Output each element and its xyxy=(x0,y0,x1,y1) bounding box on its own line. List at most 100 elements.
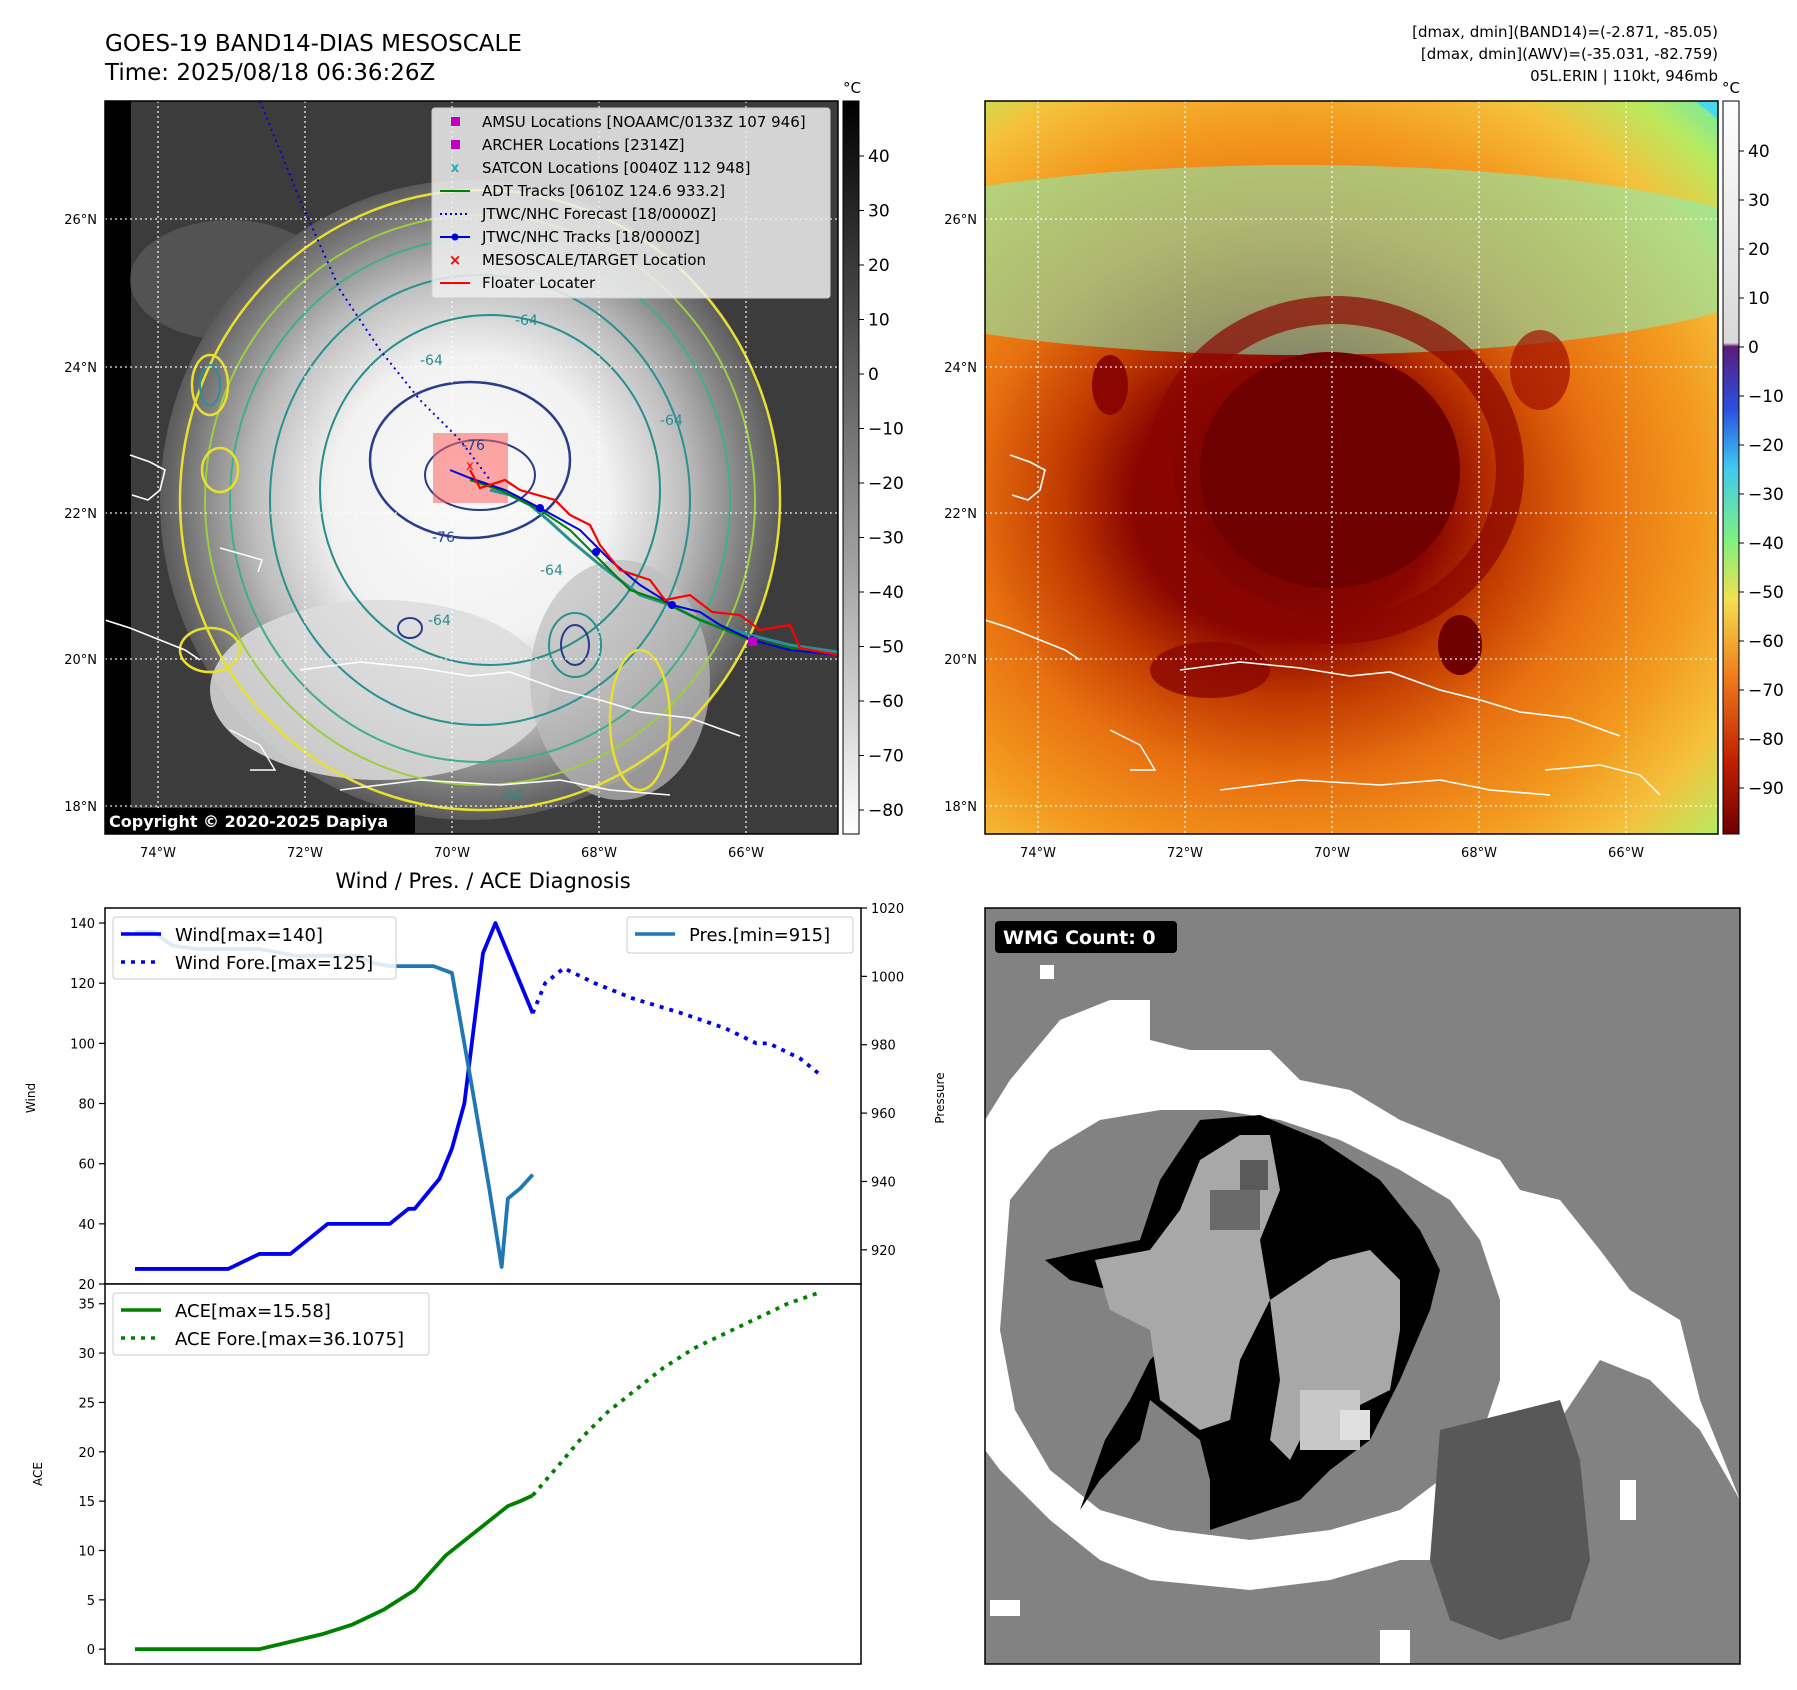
colorbar-tick-label: 40 xyxy=(1748,142,1770,162)
contour-label: -64 xyxy=(420,353,443,369)
legend-ace: ACE[max=15.58] xyxy=(175,1301,331,1322)
figure-title: GOES-19 BAND14-DIAS MESOSCALE xyxy=(105,31,522,57)
colorbar-tick-label: −40 xyxy=(1748,534,1784,554)
legend-pressure: Pres.[min=915] xyxy=(689,925,830,946)
ir-colorbar: °C 40 30 20 10 0 −10 −20 −30 −40 −50 −60 −70 −80 xyxy=(842,79,904,835)
wv-colorbar: °C 40 30 20 10 0 −10 −20 −30 −40 −50 −60 −70 −80 −90 xyxy=(1722,79,1784,835)
lat-tick: 20°N xyxy=(64,653,97,668)
legend-mesoscale: MESOSCALE/TARGET Location xyxy=(482,251,706,269)
diagnosis-title: Wind / Pres. / ACE Diagnosis xyxy=(335,869,630,893)
ace-chart: 0 5 10 15 20 25 30 35 ACE ACE[max=15.58] ACE Fo… xyxy=(31,1283,862,1665)
lat-tick: 24°N xyxy=(64,361,97,376)
contour-label: -64 xyxy=(515,313,538,329)
lat-tick: 18°N xyxy=(64,800,97,815)
wv-imagery xyxy=(985,101,1718,834)
legend-jtwc-forecast: JTWC/NHC Forecast [18/0000Z] xyxy=(481,205,716,223)
colorbar-tick-label: 40 xyxy=(868,147,890,167)
colorbar-tick-label: −30 xyxy=(1748,485,1784,505)
series-line-wind xyxy=(135,921,535,1271)
colorbar-tick-label: −50 xyxy=(868,638,904,658)
ace-legend: ACE[max=15.58] ACE Fore.[max=36.1075] xyxy=(112,1292,430,1356)
lon-tick: 70°W xyxy=(1314,846,1350,861)
contour-label: -76 xyxy=(462,438,485,454)
colorbar-tick-label: −80 xyxy=(1748,730,1784,750)
y2-tick-label: 920 xyxy=(871,1244,896,1259)
svg-text:x: x xyxy=(466,459,474,474)
y2-tick-label: 940 xyxy=(871,1175,896,1190)
y2-tick-label: 1020 xyxy=(871,902,904,917)
pressure-ylabel: Pressure xyxy=(933,1072,947,1123)
info-band14: [dmax, dmin](BAND14)=(-2.871, -85.05) xyxy=(1412,23,1718,41)
colorbar-tick-label: −10 xyxy=(1748,387,1784,407)
colorbar-tick-label: −90 xyxy=(1748,779,1784,799)
colorbar-tick-label: −60 xyxy=(1748,632,1784,652)
y-tick-label: 140 xyxy=(70,917,95,932)
colorbar-tick-label: 30 xyxy=(1748,191,1770,211)
lat-tick: 22°N xyxy=(944,507,977,522)
contour-label: -64 xyxy=(540,563,563,579)
lon-tick: 74°W xyxy=(1020,846,1056,861)
map-legend: x × AMSU Locations [NOAAMC/0133Z 107 946… xyxy=(431,107,831,299)
colorbar-tick-label: −10 xyxy=(868,420,904,440)
contour-label: -64 xyxy=(428,613,451,629)
lon-tick: 72°W xyxy=(1167,846,1203,861)
ir-colorbar-unit: °C xyxy=(843,79,861,97)
colorbar-tick-label: 20 xyxy=(1748,240,1770,260)
legend-ace-forecast: ACE Fore.[max=36.1075] xyxy=(175,1329,404,1350)
svg-text:x: x xyxy=(451,161,460,176)
ir-lat-ticks: 26°N 24°N 22°N 20°N 18°N xyxy=(64,213,97,815)
colorbar-tick-label: −70 xyxy=(1748,681,1784,701)
colorbar-tick-label: −20 xyxy=(868,474,904,494)
y-tick-label: 15 xyxy=(78,1495,95,1510)
contour-label: -76 xyxy=(432,530,455,546)
series-line-ace-fore xyxy=(531,1291,820,1497)
colorbar-tick-label: −80 xyxy=(868,801,904,821)
legend-wind-forecast: Wind Fore.[max=125] xyxy=(175,953,373,974)
colorbar-tick-label: −40 xyxy=(868,583,904,603)
lat-tick: 22°N xyxy=(64,507,97,522)
y-tick-label: 0 xyxy=(87,1643,95,1658)
lon-tick: 68°W xyxy=(1461,846,1497,861)
colorbar-tick-label: −20 xyxy=(1748,436,1784,456)
y-tick-label: 80 xyxy=(78,1098,95,1113)
ace-ylabel: ACE xyxy=(31,1462,45,1486)
colorbar-tick-label: 0 xyxy=(1748,338,1759,358)
legend-jtwc-tracks: JTWC/NHC Tracks [18/0000Z] xyxy=(481,228,700,246)
y2-tick-label: 1000 xyxy=(871,970,904,985)
legend-floater: Floater Locater xyxy=(482,274,596,292)
info-storm: 05L.ERIN | 110kt, 946mb xyxy=(1530,67,1718,85)
wv-panel: 74°W 72°W 70°W 68°W 66°W 26°N 24°N 22°N … xyxy=(944,100,1719,861)
y-tick-label: 35 xyxy=(78,1298,95,1313)
y-tick-label: 40 xyxy=(78,1218,95,1233)
info-awv: [dmax, dmin](AWV)=(-35.031, -82.759) xyxy=(1421,45,1718,63)
y-tick-label: 120 xyxy=(70,977,95,992)
colorbar-tick-label: 20 xyxy=(868,256,890,276)
y-tick-label: 20 xyxy=(78,1278,95,1293)
legend-satcon: SATCON Locations [0040Z 112 948] xyxy=(482,159,750,177)
contour-label: -64 xyxy=(660,413,683,429)
y-tick-label: 30 xyxy=(78,1347,95,1362)
colorbar-tick-label: 10 xyxy=(868,311,890,331)
series-line-ace xyxy=(135,1493,534,1652)
y-tick-label: 100 xyxy=(70,1037,95,1052)
colorbar-tick-label: −60 xyxy=(868,692,904,712)
colorbar-tick-label: −70 xyxy=(868,747,904,767)
colorbar-tick-label: 0 xyxy=(868,365,879,385)
wmg-imagery xyxy=(985,908,1740,1664)
legend-adt: ADT Tracks [0610Z 124.6 933.2] xyxy=(482,182,725,200)
ir-panel: x -64 -64 -76 -76 -64 -64 -64 -64 Copyri… xyxy=(64,100,839,861)
wv-lon-ticks: 74°W 72°W 70°W 68°W 66°W xyxy=(1020,846,1644,861)
colorbar-tick-label: −50 xyxy=(1748,583,1784,603)
wind-pressure-chart: Wind / Pres. / ACE Diagnosis 20 40 60 80 100… xyxy=(24,869,947,1293)
svg-text:×: × xyxy=(449,251,462,269)
lon-tick: 72°W xyxy=(287,846,323,861)
colorbar-tick-label: 10 xyxy=(1748,289,1770,309)
wv-lat-ticks: 26°N 24°N 22°N 20°N 18°N xyxy=(944,213,977,815)
y-tick-label: 5 xyxy=(87,1594,95,1609)
figure-time: Time: 2025/08/18 06:36:26Z xyxy=(104,60,435,86)
wmg-count: WMG Count: 0 xyxy=(1003,927,1156,949)
series-line-wind-fore xyxy=(530,966,820,1075)
ir-lon-ticks: 74°W 72°W 70°W 68°W 66°W xyxy=(140,846,764,861)
lon-tick: 70°W xyxy=(434,846,470,861)
